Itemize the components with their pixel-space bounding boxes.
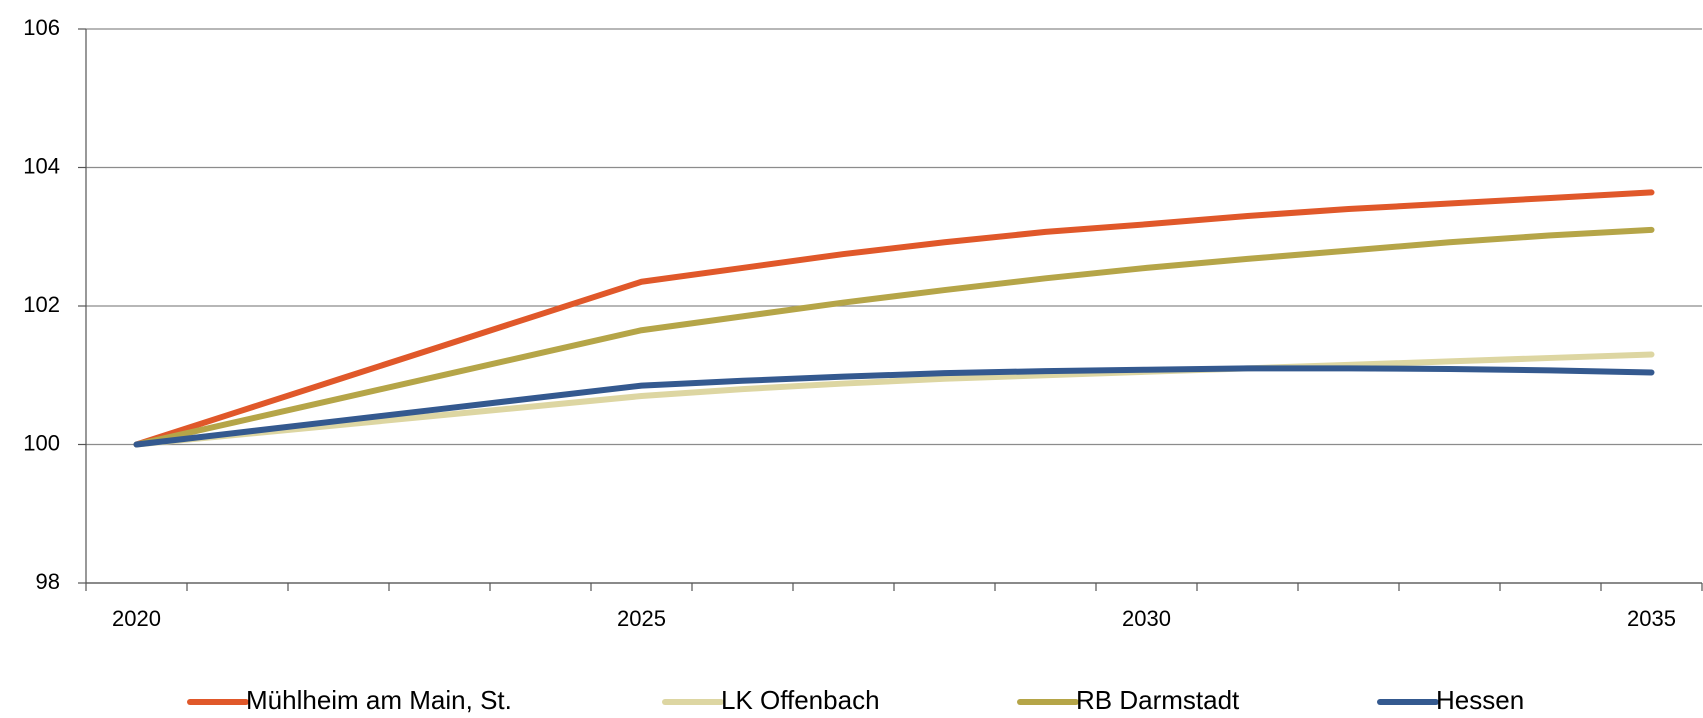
y-tick-label: 104 [23,153,60,178]
series-line [133,189,1655,448]
y-tick-label: 106 [23,15,60,40]
legend-label: RB Darmstadt [1076,685,1240,715]
x-tick-label: 2035 [1627,606,1676,631]
legend-label: Hessen [1436,685,1524,715]
x-tick-label: 2025 [617,606,666,631]
x-tick-label: 2020 [112,606,161,631]
legend-label: Mühlheim am Main, St. [246,685,512,715]
legend-label: LK Offenbach [721,685,880,715]
series-line [133,351,1655,448]
y-tick-label: 98 [36,569,60,594]
y-tick-label: 100 [23,430,60,455]
y-tick-label: 102 [23,292,60,317]
series-line [133,365,1655,448]
series-line [133,226,1655,448]
x-tick-label: 2030 [1122,606,1171,631]
